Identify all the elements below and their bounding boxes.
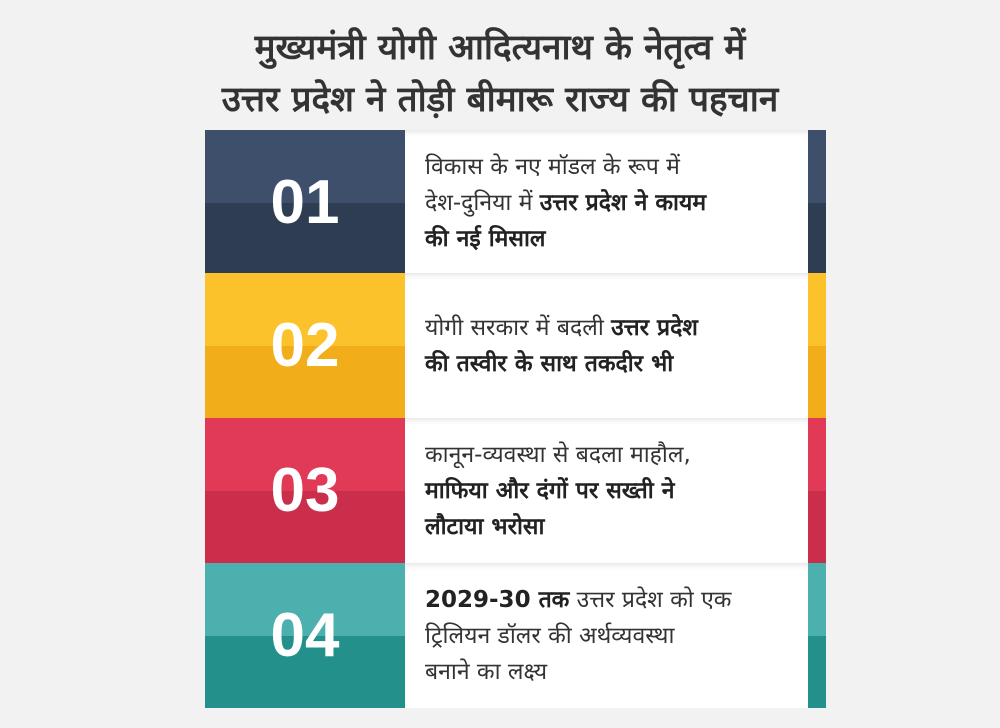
color-strip [808,563,826,708]
item-text: विकास के नए मॉडल के रूप में देश-दुनिया मे… [425,149,794,257]
title-line-2: उत्तर प्रदेश ने तोड़ी बीमारू राज्य की पह… [221,80,779,120]
strip-bottom-band [808,635,826,708]
number-top-band [205,130,405,203]
number-block: 03 [205,418,405,563]
strip-bottom-band [808,345,826,418]
text-segment: माफिया और दंगों पर सख्ती ने [425,477,675,504]
text-segment: देश-दुनिया में [425,189,540,216]
text-panel: योगी सरकार में बदली उत्तर प्रदेश की तस्वी… [405,273,808,418]
item-number: 04 [270,601,340,670]
infographic-title: मुख्यमंत्री योगी आदित्यनाथ के नेतृत्व मे… [0,22,1000,126]
item-number: 01 [270,168,340,237]
text-segment: योगी सरकार में बदली [425,314,612,341]
number-bottom-band [205,202,405,275]
item-text: 2029-30 तक उत्तर प्रदेश को एक ट्रिलियन डॉ… [425,582,794,690]
item-text-line: कानून-व्यवस्था से बदला माहौल, [425,437,794,473]
number-block: 04 [205,563,405,708]
number-top-band [205,273,405,346]
list-item: 02 योगी सरकार में बदली उत्तर प्रदेश की तस… [205,273,826,418]
item-text-line: देश-दुनिया में उत्तर प्रदेश ने कायम [425,185,794,221]
strip-top-band [808,130,826,203]
color-strip [808,418,826,563]
item-text-line: माफिया और दंगों पर सख्ती ने [425,473,794,509]
number-top-band [205,563,405,636]
list-item: 01 विकास के नए मॉडल के रूप में देश-दुनिया… [205,130,826,275]
item-text-line: बनाने का लक्ष्य [425,654,794,690]
text-segment: उत्तर प्रदेश को एक [569,586,732,613]
title-line-1: मुख्यमंत्री योगी आदित्यनाथ के नेतृत्व मे… [254,28,746,68]
text-panel: विकास के नए मॉडल के रूप में देश-दुनिया मे… [405,130,808,275]
item-text: योगी सरकार में बदली उत्तर प्रदेश की तस्वी… [425,310,794,382]
color-strip [808,273,826,418]
text-segment: उत्तर प्रदेश ने कायम [539,189,707,216]
item-number: 03 [270,456,340,525]
strip-bottom-band [808,202,826,275]
number-top-band [205,418,405,491]
number-block: 01 [205,130,405,275]
item-text: कानून-व्यवस्था से बदला माहौल, माफिया और द… [425,437,794,545]
text-segment: उत्तर प्रदेश [611,314,698,341]
list-item: 03 कानून-व्यवस्था से बदला माहौल, माफिया औ… [205,418,826,563]
text-segment: बनाने का लक्ष्य [425,658,548,685]
strip-bottom-band [808,490,826,563]
item-text-line: लौटाया भरोसा [425,509,794,545]
text-segment: की तस्वीर के साथ तकदीर भी [425,350,674,377]
strip-top-band [808,273,826,346]
color-strip [808,130,826,275]
item-text-line: की नई मिसाल [425,221,794,257]
item-number: 02 [270,311,340,380]
number-bottom-band [205,635,405,708]
item-text-line: की तस्वीर के साथ तकदीर भी [425,346,794,382]
text-segment: की नई मिसाल [425,225,546,252]
text-segment: ट्रिलियन डॉलर की अर्थव्यवस्था [425,622,675,649]
text-panel: कानून-व्यवस्था से बदला माहौल, माफिया और द… [405,418,808,563]
item-text-line: विकास के नए मॉडल के रूप में [425,149,794,185]
number-block: 02 [205,273,405,418]
text-segment: 2029-30 तक [425,586,570,613]
list-item: 04 2029-30 तक उत्तर प्रदेश को एक ट्रिलियन… [205,563,826,708]
text-segment: विकास के नए मॉडल के रूप में [425,153,680,180]
item-text-line: योगी सरकार में बदली उत्तर प्रदेश [425,310,794,346]
number-bottom-band [205,490,405,563]
number-bottom-band [205,345,405,418]
text-segment: लौटाया भरोसा [425,513,545,540]
strip-top-band [808,418,826,491]
text-panel: 2029-30 तक उत्तर प्रदेश को एक ट्रिलियन डॉ… [405,563,808,708]
item-text-line: 2029-30 तक उत्तर प्रदेश को एक [425,582,794,618]
item-text-line: ट्रिलियन डॉलर की अर्थव्यवस्था [425,618,794,654]
strip-top-band [808,563,826,636]
text-segment: कानून-व्यवस्था से बदला माहौल, [425,441,691,468]
